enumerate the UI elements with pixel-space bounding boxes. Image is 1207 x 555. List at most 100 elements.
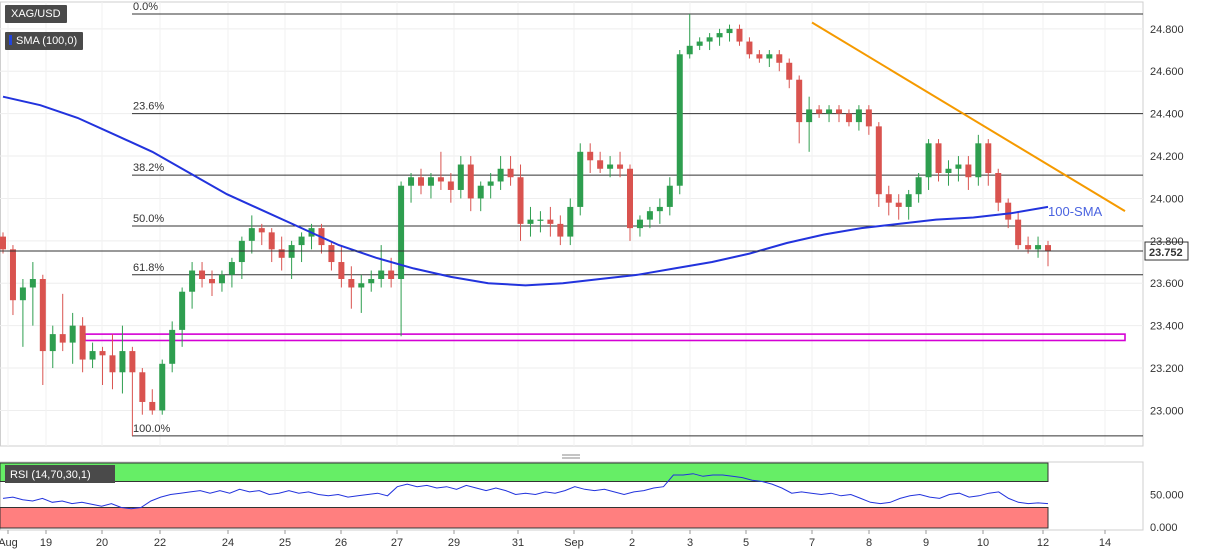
candle-body [418, 177, 424, 186]
candle-body [298, 236, 305, 246]
x-tick-label: 26 [335, 537, 347, 549]
candle-body [368, 279, 375, 284]
candle-body [328, 245, 335, 263]
candle-body [199, 270, 206, 279]
candle-body [696, 41, 703, 46]
candle-body [218, 274, 225, 284]
oversold-zone [0, 507, 1049, 529]
x-tick-label: 8 [866, 537, 872, 549]
candle-body [69, 325, 76, 343]
fibonacci-levels: 0.0% 23.6% 38.2% 50.0% 61.8% 100.0% [132, 1, 1143, 437]
candle-body [358, 283, 365, 288]
candle-body [1035, 245, 1042, 250]
candle-body [905, 194, 912, 207]
x-tick-label: 2 [629, 537, 635, 549]
candle-body [716, 33, 723, 38]
y-tick-label: 24.800 [1150, 24, 1184, 36]
overbought-zone [0, 462, 1049, 482]
candle-body [646, 211, 653, 220]
candle-body [945, 168, 952, 173]
candle-body [816, 109, 823, 114]
candle-body [587, 151, 594, 161]
x-tick-label: 20 [96, 537, 108, 549]
sma-label: 100-SMA [1048, 204, 1103, 219]
candle-body [209, 279, 215, 284]
y-tick-label: 23.800 [1150, 236, 1184, 248]
candle-body [617, 164, 624, 169]
candle-body [79, 325, 86, 360]
candle-body [49, 334, 56, 352]
price-badge-label: 23.752 [1149, 247, 1183, 259]
candle-body [666, 185, 673, 207]
x-tick-label: Sep [564, 537, 584, 549]
price-line: 23.752 [0, 241, 1189, 261]
x-tick-label: 24 [222, 537, 234, 549]
fib-label: 100.0% [133, 423, 171, 435]
candle-body [1045, 245, 1051, 252]
candle-body [885, 194, 892, 203]
candle-body [228, 262, 235, 275]
trendline [811, 21, 1126, 213]
candle-body [427, 177, 434, 186]
fib-label: 38.2% [133, 162, 164, 174]
candle-body [766, 54, 773, 59]
candle-body [497, 168, 504, 182]
descending-trendline [811, 21, 1126, 213]
y-tick-label: 24.600 [1150, 66, 1184, 78]
candle-body [527, 219, 534, 224]
candle-body [159, 363, 166, 411]
candle-body [149, 401, 156, 411]
x-tick-label: Aug [0, 537, 18, 549]
candle-body [806, 109, 813, 123]
indicator-tag[interactable]: SMA (100,0) [5, 32, 84, 50]
candle-body [457, 164, 464, 190]
symbol-tag[interactable]: XAG/USD [5, 5, 67, 23]
x-tick-label: 25 [279, 537, 291, 549]
rsi-line [2, 473, 1049, 510]
candle-body [507, 168, 514, 178]
candle-body [1015, 219, 1022, 246]
candle-body [388, 270, 395, 279]
x-tick-label: 31 [512, 537, 524, 549]
x-tick-label: 19 [40, 537, 52, 549]
candle-body [736, 28, 743, 42]
candle-body [268, 232, 275, 250]
candle-body [109, 355, 116, 373]
candle-body [686, 45, 693, 55]
candle-body [437, 177, 444, 182]
candle-body [447, 181, 454, 190]
candle-body [836, 109, 842, 114]
price-badge [1144, 241, 1189, 261]
candlesticks [0, 14, 1051, 436]
candle-body [726, 28, 733, 34]
candle-body [915, 177, 922, 195]
x-tick-label: 5 [743, 537, 749, 549]
candle-body [895, 202, 902, 207]
candle-body [975, 143, 982, 178]
candle-body [935, 143, 942, 173]
candle-body [537, 219, 544, 221]
support-zone [84, 333, 1126, 342]
candle-body [29, 279, 36, 288]
x-tick-label: 10 [977, 537, 989, 549]
sma-polyline [2, 95, 1049, 287]
candle-body [607, 164, 614, 169]
candle-body [796, 79, 803, 123]
rsi-tag [5, 465, 115, 483]
candle-body [169, 329, 176, 364]
price-axis: 24.800 24.600 24.400 24.200 24.000 23.800 23.6… [1150, 24, 1184, 418]
candle-body [845, 113, 852, 123]
fib-label: 0.0% [133, 1, 158, 13]
candle-body [338, 262, 345, 279]
x-tick-label: 9 [923, 537, 929, 549]
candle-body [955, 164, 962, 169]
candle-body [258, 228, 265, 233]
candle-body [567, 206, 574, 237]
candle-body [1005, 202, 1012, 220]
candle-body [517, 177, 524, 224]
rsi-panel: RSI (14,70,30,1) 50.000 0.000 [0, 461, 1184, 534]
x-tick-label: 12 [1037, 537, 1049, 549]
candle-body [467, 164, 474, 199]
candle-body [119, 351, 126, 373]
